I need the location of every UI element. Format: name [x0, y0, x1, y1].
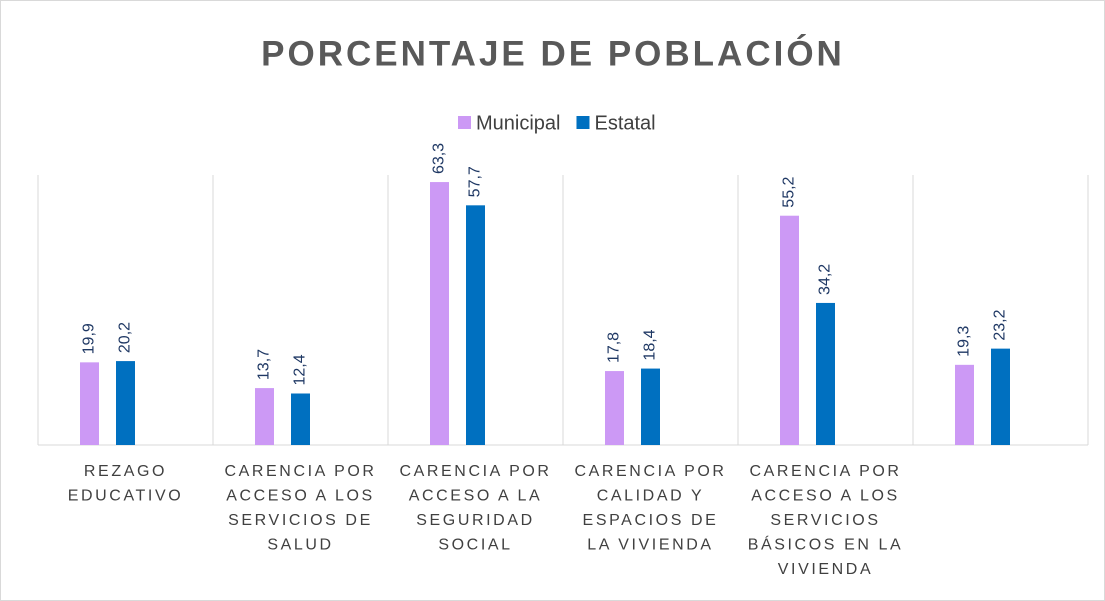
value-label: 19,3	[956, 326, 973, 357]
value-label: 12,4	[292, 354, 309, 385]
bar	[430, 182, 449, 446]
bar	[80, 362, 99, 445]
legend-label: Municipal	[476, 112, 560, 134]
bar	[816, 302, 835, 445]
value-label: 20,2	[117, 322, 134, 353]
value-label: 18,4	[642, 329, 659, 360]
bar	[641, 368, 660, 445]
x-tick-label: CARENCIA POR CALIDAD Y ESPACIOS DE LA VIVIE…	[574, 463, 726, 554]
bar	[255, 388, 274, 445]
x-tick-label: CARENCIA POR ACCESO A LOS SERVICIOS DE SALU…	[224, 463, 376, 554]
legend-label: Estatal	[594, 112, 655, 134]
value-label: 17,8	[606, 332, 623, 363]
bar	[955, 364, 974, 445]
bar	[466, 205, 485, 445]
value-label: 19,9	[81, 323, 98, 354]
bar	[780, 215, 799, 445]
value-label: 55,2	[781, 176, 798, 207]
legend-swatch	[576, 116, 590, 129]
value-label: 63,3	[431, 143, 448, 174]
bar	[991, 348, 1010, 445]
chart-title: PORCENTAJE DE POBLACIÓN	[261, 33, 845, 73]
x-tick-label: CARENCIA POR ACCESO A LOS SERVICIOS BÁSICOS…	[748, 463, 904, 578]
bar	[605, 371, 624, 445]
bar	[116, 361, 135, 445]
value-label: 34,2	[817, 264, 834, 295]
x-tick-label: CARENCIA POR ACCESO A LA SEGURIDAD SOCIAL	[399, 463, 551, 554]
value-label: 23,2	[992, 309, 1009, 340]
value-label: 57,7	[467, 166, 484, 197]
value-label: 13,7	[256, 349, 273, 380]
x-tick-label: REZAGO EDUCATIVO	[68, 463, 184, 505]
legend-swatch	[458, 116, 471, 129]
bar	[291, 393, 310, 445]
